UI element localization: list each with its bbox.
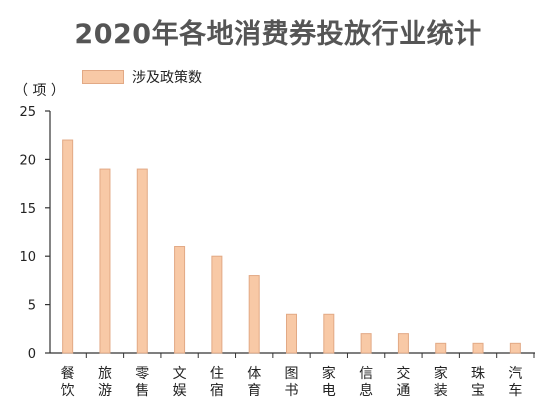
bar-汽车 (509, 342, 521, 354)
bar-家电 (323, 313, 335, 354)
y-tick-label: 5 (28, 299, 36, 314)
y-axis-unit-label: （ 项 ） (14, 83, 65, 99)
x-tick-label: 珠宝 (471, 366, 485, 399)
x-tick-label: 住宿 (210, 366, 224, 399)
bar-体育 (248, 275, 260, 354)
legend-label: 涉及政策数 (132, 70, 202, 86)
bar-零售 (136, 168, 148, 354)
x-tick-label: 交通 (396, 365, 410, 399)
bar-旅游 (99, 168, 111, 354)
y-tick-label: 0 (28, 347, 36, 362)
bar-文娱 (174, 246, 186, 354)
bar-珠宝 (472, 342, 484, 354)
legend-swatch (82, 70, 124, 84)
bar-餐饮 (62, 139, 74, 354)
legend: 涉及政策数 (82, 67, 202, 87)
y-tick-label: 20 (19, 153, 36, 168)
chart-title: 2020年各地消费券投放行业统计 (74, 19, 482, 50)
x-tick-label: 家电 (322, 365, 336, 399)
x-tick-label: 零售 (135, 366, 149, 399)
x-tick-label: 汽车 (508, 366, 522, 399)
y-tick-label: 15 (19, 202, 36, 217)
bar-家装 (435, 342, 447, 354)
bar-交通 (397, 333, 409, 354)
x-tick-label: 旅游 (98, 366, 112, 399)
bar-信息 (360, 333, 372, 354)
x-tick-label: 餐饮 (61, 366, 75, 399)
x-tick-label: 家装 (434, 365, 448, 399)
x-tick-label: 体育 (247, 366, 261, 399)
bar-住宿 (211, 255, 223, 354)
x-tick-label: 信息 (359, 366, 373, 399)
x-tick-label: 文娱 (173, 366, 187, 399)
x-tick-label: 图书 (285, 366, 299, 399)
bar-图书 (286, 313, 297, 354)
y-tick-label: 25 (19, 105, 36, 120)
y-tick-label: 10 (19, 250, 36, 265)
